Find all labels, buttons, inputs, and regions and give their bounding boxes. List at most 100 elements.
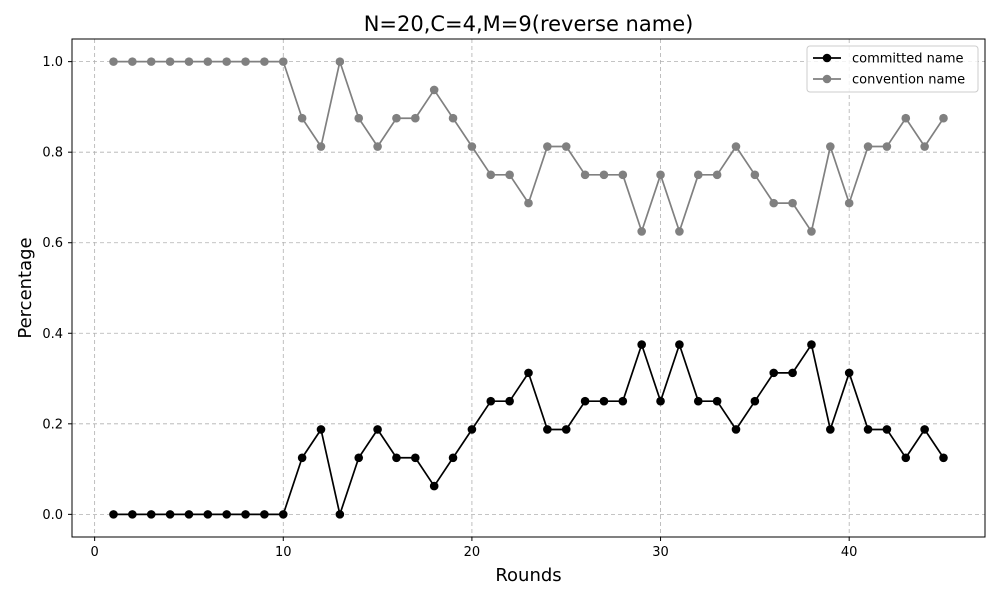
x-tick-label: 0	[90, 545, 98, 560]
committed-name-point	[373, 425, 382, 434]
convention-name-point	[731, 142, 741, 151]
committed-name-point	[712, 396, 722, 406]
convention-name-point	[505, 170, 514, 180]
committed-name-series	[109, 340, 948, 519]
y-tick-label: 1.0	[42, 55, 63, 70]
committed-name-point	[146, 510, 156, 519]
x-axis-title: Rounds	[495, 565, 561, 586]
legend-items: committed name convention name	[813, 52, 965, 88]
convention-name-series	[109, 57, 948, 236]
convention-name-point	[146, 57, 156, 66]
convention-name-point	[826, 142, 835, 151]
committed-name-point	[750, 396, 760, 406]
committed-name-point	[203, 510, 213, 519]
committed-name-point	[599, 396, 609, 406]
convention-name-point	[297, 113, 307, 123]
committed-name-point	[467, 425, 477, 434]
committed-name-point	[411, 453, 420, 463]
committed-name-point	[920, 425, 929, 434]
committed-name-point	[637, 340, 646, 349]
legend-box	[806, 45, 979, 93]
convention-name-point	[392, 113, 401, 123]
convention-name-legend-marker	[822, 74, 832, 84]
convention-name-point	[316, 142, 326, 151]
convention-name-point	[203, 57, 213, 66]
convention-name-point	[844, 198, 854, 208]
convention-name-point	[543, 142, 552, 151]
convention-name-point	[901, 113, 911, 123]
convention-name-point	[920, 142, 929, 151]
convention-name-point	[580, 170, 590, 180]
x-tick-label: 30	[652, 545, 669, 560]
grid	[72, 39, 985, 537]
committed-name-point	[241, 510, 250, 519]
convention-name-point	[637, 227, 646, 236]
y-tick-label: 0.2	[42, 417, 63, 432]
convention-name-point	[222, 57, 231, 66]
committed-name-point	[675, 340, 684, 349]
committed-name-point	[882, 425, 892, 434]
chart-title: N=20,C=4,M=9(reverse name)	[364, 12, 694, 36]
plot-frame	[71, 38, 986, 538]
committed-name-point	[109, 510, 118, 519]
convention-name-point	[278, 57, 288, 66]
committed-name-point	[505, 396, 514, 406]
committed-name-point	[618, 396, 628, 406]
committed-name-point	[580, 396, 590, 406]
committed-name-point	[561, 425, 571, 434]
committed-name-point	[863, 425, 873, 434]
convention-name-point	[750, 170, 760, 180]
convention-name-point	[429, 85, 439, 95]
ticks: 0 10 20 30 40 0.0 0.2 0.4 0.6 0.8 1.0	[42, 55, 857, 560]
committed-name-point	[354, 453, 364, 463]
convention-name-point	[712, 170, 722, 180]
convention-name-point	[184, 57, 194, 66]
convention-name-point	[675, 227, 684, 236]
committed-name-point	[335, 510, 345, 519]
committed-name-point	[184, 510, 194, 519]
committed-name-point	[901, 453, 911, 463]
y-tick-label: 0.8	[42, 146, 63, 161]
convention-name-point	[411, 113, 420, 123]
convention-name-point	[807, 227, 816, 236]
convention-name-point	[109, 57, 118, 66]
committed-name-point	[486, 396, 496, 406]
convention-name-point	[599, 170, 609, 180]
convention-name-point	[335, 57, 345, 66]
convention-name-point	[373, 142, 382, 151]
y-tick-label: 0.4	[42, 327, 63, 342]
convention-name-point	[128, 57, 137, 66]
convention-name-point	[260, 57, 269, 66]
committed-name-point	[769, 368, 779, 378]
committed-name-point	[278, 510, 288, 519]
x-tick-label: 40	[841, 545, 858, 560]
committed-name-point	[731, 425, 741, 434]
convention-name-legend-label: convention name	[852, 73, 965, 88]
x-tick-label: 20	[464, 545, 481, 560]
committed-name-legend-marker	[822, 53, 832, 63]
committed-name-point	[543, 425, 552, 434]
committed-name-point	[316, 425, 326, 434]
committed-name-point	[844, 368, 854, 378]
convention-name-point	[467, 142, 477, 151]
convention-name-point	[769, 198, 779, 208]
convention-name-point	[882, 142, 892, 151]
committed-name-point	[222, 510, 231, 519]
convention-name-point	[448, 113, 458, 123]
committed-name-point	[939, 453, 948, 463]
committed-name-point	[128, 510, 137, 519]
convention-name-point	[524, 198, 533, 208]
committed-name-point	[807, 340, 816, 349]
committed-name-point	[656, 396, 665, 406]
committed-name-point	[524, 368, 533, 378]
convention-name-point	[939, 113, 948, 123]
convention-name-point	[241, 57, 250, 66]
committed-name-legend-label: committed name	[852, 52, 963, 67]
convention-name-point	[693, 170, 703, 180]
committed-name-point	[448, 453, 458, 463]
committed-name-point	[165, 510, 175, 519]
series-layer	[109, 57, 948, 519]
